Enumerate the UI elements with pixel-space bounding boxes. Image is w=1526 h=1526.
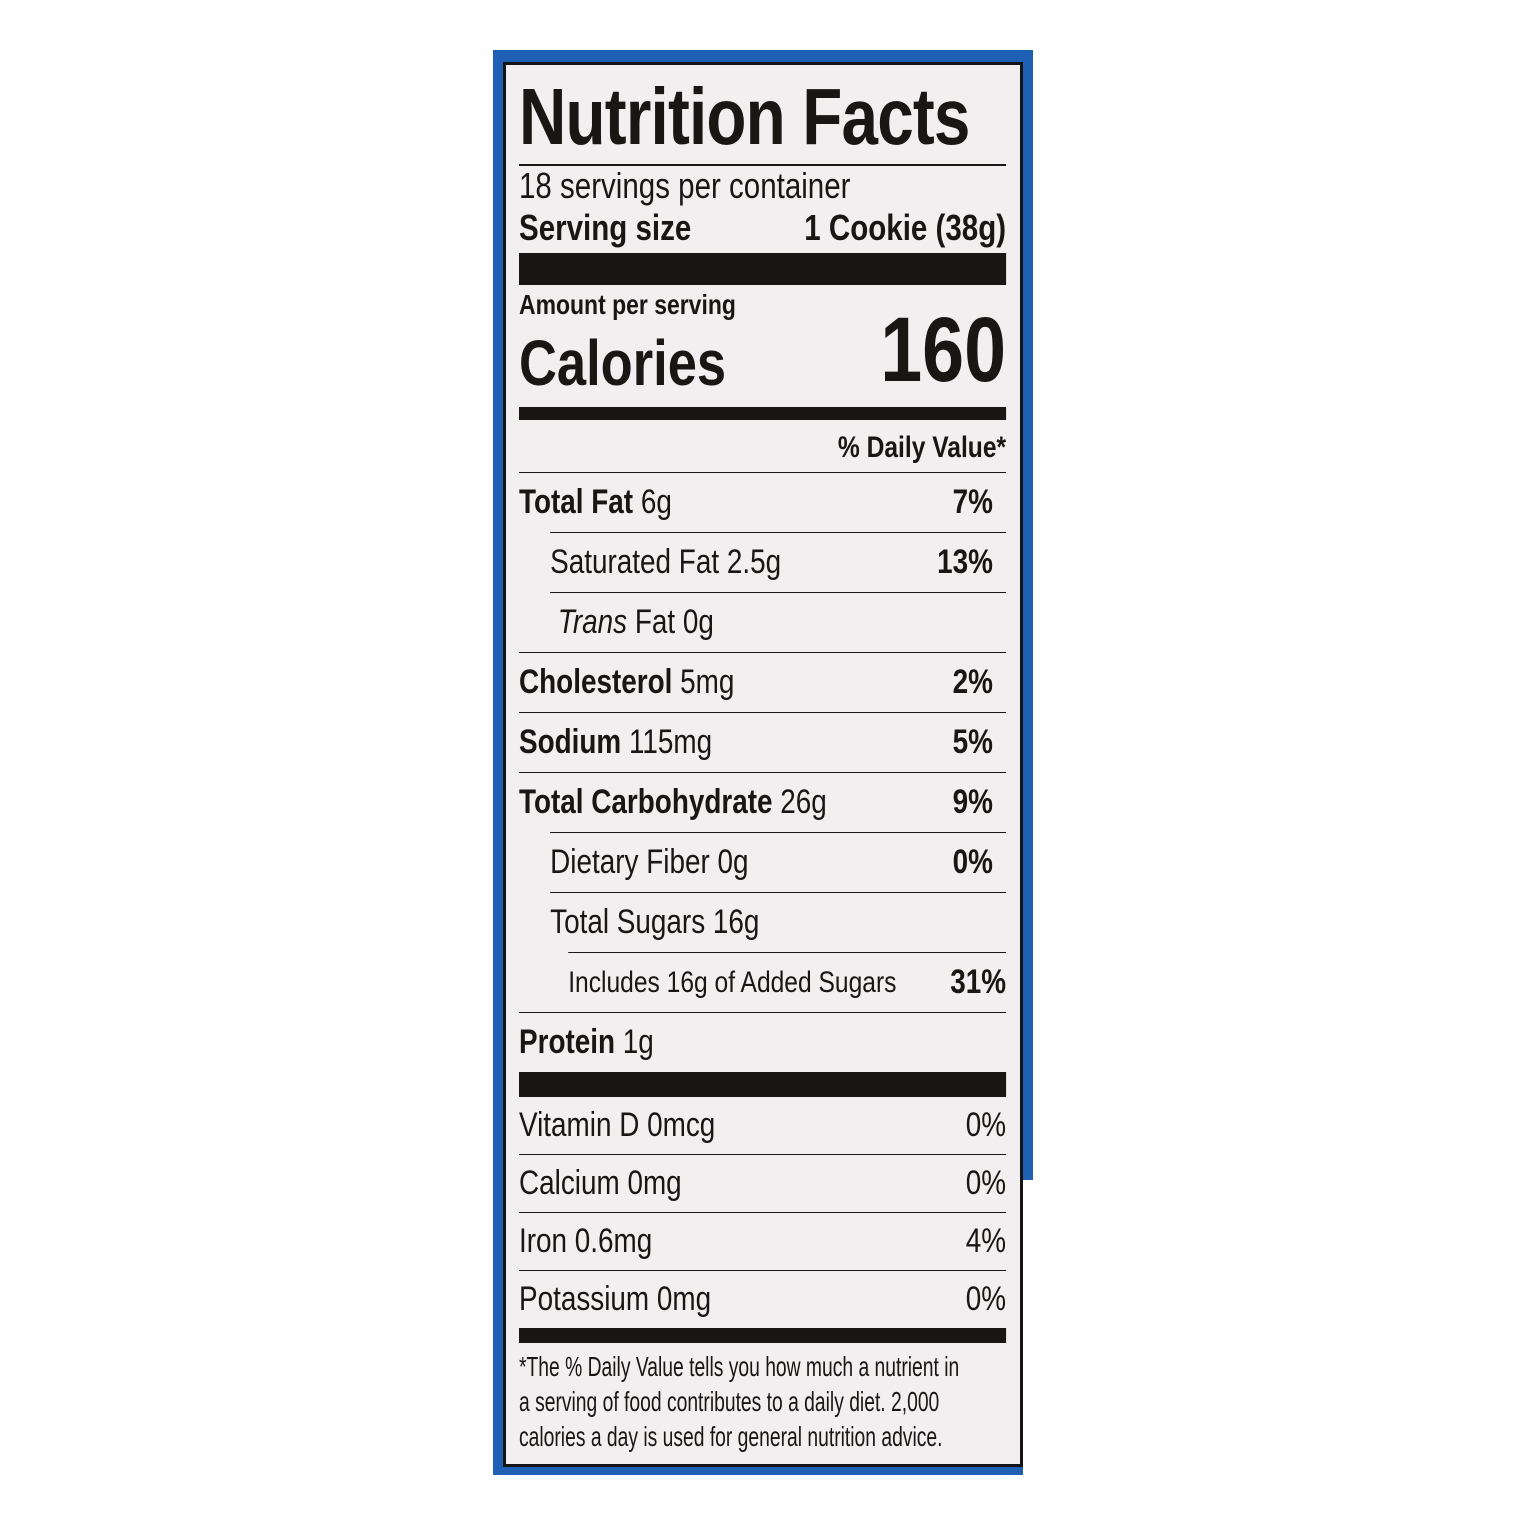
nutrient-amount: 2.5g (726, 543, 782, 581)
nutrient-name: Total Sugars (550, 903, 706, 941)
nutrient-row-added-sugars: Includes 16g of Added Sugars 31% (568, 952, 1007, 1012)
vitamin-dv: 0% (965, 1106, 1007, 1144)
nutrient-amount: 26g (780, 783, 827, 821)
vitamin-name: Calcium 0mg (519, 1164, 682, 1202)
calories-left-column: Amount per serving Calories (519, 285, 736, 402)
calories-label: Calories (519, 327, 727, 399)
nutrient-list: Total Fat 6g 7% Saturated Fat 2.5g 13% T… (519, 473, 1007, 1072)
nutrient-name: Protein (519, 1023, 616, 1061)
nutrient-name: Saturated Fat (550, 543, 720, 581)
nutrient-amount: 0g (682, 603, 714, 641)
footnote-line: *The % Daily Value tells you how much a … (519, 1351, 960, 1382)
nutrient-name: Total Fat (519, 483, 634, 521)
nutrient-name: Dietary Fiber (550, 843, 710, 881)
vitamin-dv: 0% (965, 1164, 1007, 1202)
nutrient-dv: 9% (952, 783, 993, 821)
nutrient-name: Includes 16g of Added Sugars (568, 965, 897, 999)
nutrient-row-cholesterol: Cholesterol 5mg 2% (519, 652, 1007, 712)
calories-row: Amount per serving Calories 160 (519, 285, 1006, 402)
nutrient-name: Sodium (519, 723, 622, 761)
nutrient-name-suffix: Fat (634, 603, 676, 641)
nutrient-amount: 0g (717, 843, 749, 881)
nutrient-dv: 13% (937, 543, 993, 581)
footnote-line: a serving of food contributes to a daily… (519, 1386, 940, 1417)
medium-divider (519, 407, 1007, 420)
vitamin-name: Vitamin D 0mcg (519, 1106, 716, 1144)
nutrient-amount: 5mg (680, 663, 735, 701)
nutrient-amount: 6g (640, 483, 672, 521)
vitamin-name: Potassium 0mg (519, 1280, 712, 1318)
vitamin-dv: 0% (965, 1280, 1007, 1318)
nutrient-dv: 0% (952, 843, 993, 881)
footnote: *The % Daily Value tells you how much a … (519, 1343, 1006, 1454)
nutrition-facts-panel (503, 62, 1023, 1467)
label-title: Nutrition Facts (519, 72, 970, 161)
nutrient-row-total-fat: Total Fat 6g 7% (519, 473, 1006, 532)
nutrient-row-protein: Protein 1g (519, 1012, 1007, 1072)
nutrition-facts-label: Nutrition Facts 18 servings per containe… (519, 72, 1007, 1454)
vitamin-name: Iron 0.6mg (519, 1222, 653, 1260)
vitamin-row-iron: Iron 0.6mg 4% (519, 1212, 1007, 1270)
thick-divider (519, 253, 1007, 285)
calories-value: 160 (880, 299, 1007, 401)
footnote-line: calories a day is used for general nutri… (519, 1421, 943, 1452)
vitamin-dv: 4% (965, 1222, 1007, 1260)
nutrient-row-trans-fat: Trans Fat 0g (550, 592, 1007, 652)
nutrient-amount: 16g (712, 903, 760, 941)
nutrient-name: Cholesterol (519, 663, 673, 701)
vitamin-row-vitamin-d: Vitamin D 0mcg 0% (519, 1097, 1006, 1154)
nutrient-row-dietary-fiber: Dietary Fiber 0g 0% (550, 832, 1007, 892)
nutrient-dv: 5% (952, 723, 993, 761)
serving-size-label: Serving size (519, 207, 692, 248)
packaging-edge (1023, 1180, 1035, 1480)
nutrient-amount: 1g (622, 1023, 654, 1061)
serving-size-value: 1 Cookie (38g) (804, 207, 1007, 248)
vitamin-list: Vitamin D 0mcg 0% Calcium 0mg 0% Iron 0.… (519, 1097, 1007, 1328)
nutrient-row-sodium: Sodium 115mg 5% (519, 712, 1007, 772)
nutrient-name: Total Carbohydrate (519, 783, 773, 821)
nutrient-row-total-carbohydrate: Total Carbohydrate 26g 9% (519, 772, 1007, 832)
servings-per-container: 18 servings per container (519, 165, 851, 206)
nutrient-dv: 2% (952, 663, 993, 701)
vitamin-row-potassium: Potassium 0mg 0% (519, 1270, 1007, 1328)
divider (519, 164, 1007, 166)
nutrient-amount: 115mg (628, 723, 713, 761)
nutrient-dv: 31% (950, 963, 1007, 1001)
nutrient-name: Trans (557, 603, 628, 641)
vitamin-row-calcium: Calcium 0mg 0% (519, 1154, 1007, 1212)
thick-divider (519, 1072, 1007, 1097)
nutrient-row-saturated-fat: Saturated Fat 2.5g 13% (550, 532, 1007, 592)
amount-per-serving: Amount per serving (519, 289, 736, 320)
thick-divider (519, 1328, 1007, 1343)
serving-size-row: Serving size 1 Cookie (38g) (519, 206, 1006, 250)
nutrient-dv: 7% (952, 483, 993, 521)
nutrient-row-total-sugars: Total Sugars 16g (550, 892, 1007, 952)
daily-value-header: % Daily Value* (519, 420, 1007, 473)
